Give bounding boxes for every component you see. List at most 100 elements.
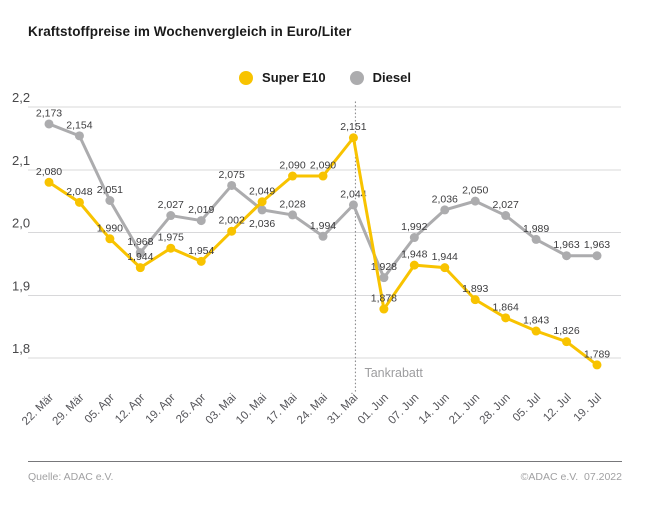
y-axis-tick-label: 2,1 [12, 153, 30, 168]
data-point-diesel [44, 119, 54, 129]
x-axis-label: 26. Apr [174, 392, 208, 426]
data-point-label-super-e10: 1,878 [371, 293, 397, 305]
legend-item-super-e10: Super E10 [239, 70, 326, 85]
data-point-diesel [470, 196, 480, 206]
data-point-diesel [562, 251, 572, 261]
data-point-super-e10 [44, 177, 54, 187]
data-point-label-diesel: 2,154 [66, 119, 92, 131]
data-point-label-super-e10: 1,864 [493, 301, 519, 313]
data-point-label-super-e10: 2,002 [219, 215, 245, 227]
data-point-super-e10 [135, 263, 145, 273]
y-axis-tick-label: 1,9 [12, 278, 30, 293]
footer-divider [28, 461, 622, 462]
data-point-label-diesel: 2,044 [340, 188, 366, 200]
data-point-super-e10 [74, 197, 84, 207]
data-point-diesel [440, 205, 450, 215]
data-point-super-e10 [440, 263, 450, 273]
data-point-diesel [348, 200, 358, 210]
source-note: Quelle: ADAC e.V. [28, 471, 114, 483]
data-point-label-super-e10: 2,080 [36, 166, 62, 178]
x-axis-label: 19. Apr [144, 392, 178, 426]
data-point-diesel [166, 211, 176, 221]
data-point-label-diesel: 2,051 [97, 184, 123, 196]
x-axis-label: 03. Mai [204, 392, 239, 427]
data-point-diesel [135, 248, 145, 258]
legend-dot-super-e10 [239, 70, 254, 85]
legend-label-super-e10: Super E10 [262, 70, 326, 85]
data-point-label-super-e10: 1,975 [158, 232, 184, 244]
data-point-super-e10 [379, 304, 389, 314]
y-axis-tick-label: 2,0 [12, 216, 30, 231]
x-axis-label: 29. Mär [51, 392, 87, 428]
legend: Super E10 Diesel [0, 70, 650, 85]
data-point-diesel [227, 180, 237, 190]
data-point-diesel [592, 251, 602, 261]
legend-item-diesel: Diesel [349, 70, 411, 85]
x-axis-label: 19. Jul [572, 392, 604, 424]
price-line-chart: 2,2 2,1 2,0 1,9 1,8 Tankrabatt 2,173 2,154 2,051… [12, 90, 621, 428]
data-point-label-super-e10: 2,048 [66, 186, 92, 198]
data-point-label-super-e10: 1,944 [432, 251, 458, 263]
data-point-super-e10 [105, 234, 115, 244]
data-point-label-diesel: 2,027 [158, 199, 184, 211]
data-point-diesel [379, 273, 389, 283]
data-point-label-diesel: 2,173 [36, 107, 62, 119]
data-point-super-e10 [196, 256, 206, 266]
data-point-diesel [531, 234, 541, 244]
data-point-super-e10 [592, 360, 602, 370]
data-point-label-super-e10: 2,090 [310, 160, 336, 172]
data-point-diesel [196, 216, 206, 226]
data-point-super-e10 [562, 337, 572, 347]
x-axis-label: 22. Mär [20, 392, 56, 428]
data-point-diesel [318, 231, 328, 241]
x-axis-label: 05. Apr [83, 392, 117, 426]
data-point-diesel [257, 205, 267, 215]
x-axis-label: 14. Jun [417, 392, 452, 427]
data-point-super-e10 [227, 226, 237, 236]
data-point-label-diesel: 1,963 [553, 239, 579, 251]
data-point-label-diesel: 1,963 [584, 239, 610, 251]
data-point-label-diesel: 1,989 [523, 223, 549, 235]
data-point-label-diesel: 2,019 [188, 204, 214, 216]
data-point-label-super-e10: 1,990 [97, 222, 123, 234]
data-point-label-diesel: 2,028 [279, 198, 305, 210]
data-point-diesel [409, 233, 419, 243]
x-axis-label: 31. Mai [325, 392, 360, 427]
data-point-label-super-e10: 1,948 [401, 249, 427, 261]
data-point-label-diesel: 1,968 [127, 236, 153, 248]
x-axis-label: 12. Jul [541, 392, 573, 424]
data-point-label-super-e10: 1,954 [188, 245, 214, 257]
x-axis-label: 05. Jul [511, 392, 543, 424]
data-point-label-super-e10: 2,049 [249, 185, 275, 197]
copyright-note: ©ADAC e.V. 07.2022 [520, 471, 622, 483]
x-axis-label: 28. Jun [478, 392, 513, 427]
data-point-super-e10 [470, 295, 480, 305]
data-point-super-e10 [166, 243, 176, 253]
data-point-label-diesel: 1,992 [401, 221, 427, 233]
data-point-super-e10 [288, 171, 298, 181]
legend-label-diesel: Diesel [372, 70, 411, 85]
data-point-label-super-e10: 2,151 [340, 121, 366, 133]
data-point-label-diesel: 2,036 [432, 193, 458, 205]
data-point-super-e10 [531, 326, 541, 336]
data-point-label-super-e10: 1,826 [553, 325, 579, 337]
data-point-super-e10 [409, 260, 419, 270]
x-axis-label: 17. Mai [265, 392, 300, 427]
data-point-label-diesel: 2,036 [249, 218, 275, 230]
data-point-super-e10 [348, 133, 358, 143]
x-axis-label: 10. Mai [234, 392, 269, 427]
x-axis-label: 01. Jun [356, 392, 391, 427]
data-point-label-diesel: 2,050 [462, 185, 488, 197]
data-point-label-super-e10: 1,843 [523, 315, 549, 327]
legend-dot-diesel [349, 70, 364, 85]
data-point-label-super-e10: 1,789 [584, 348, 610, 360]
x-axis-label: 21. Jun [447, 392, 482, 427]
data-point-label-diesel: 1,994 [310, 220, 336, 232]
tankrabatt-label: Tankrabatt [364, 366, 423, 380]
data-point-diesel [288, 210, 298, 220]
data-point-super-e10 [501, 313, 511, 323]
data-point-diesel [501, 211, 511, 221]
data-point-label-super-e10: 2,090 [279, 160, 305, 172]
x-axis-label: 24. Mai [295, 392, 330, 427]
